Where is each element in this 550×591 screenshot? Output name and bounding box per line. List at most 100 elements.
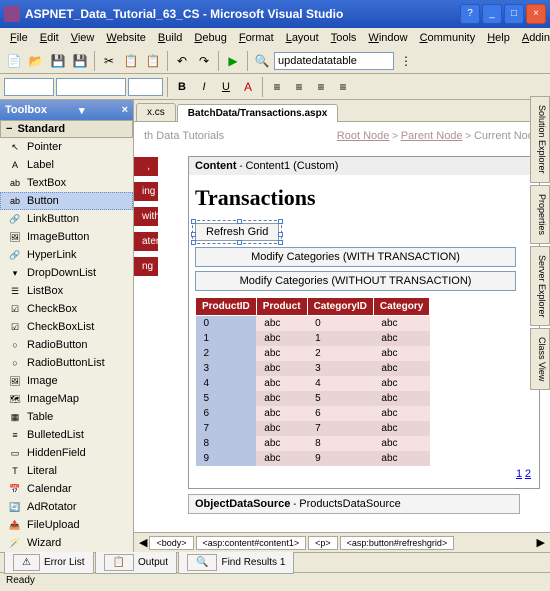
nav-block[interactable]: ng [134,257,158,276]
side-tab-server-explorer[interactable]: Server Explorer [530,246,550,327]
align-left-icon[interactable]: ≡ [267,77,287,97]
toolbox-item-hyperlink[interactable]: 🔗HyperLink [0,246,133,264]
toolbox-item-hiddenfield[interactable]: ▭HiddenField [0,444,133,462]
grid-header[interactable]: Category [373,298,429,316]
menu-file[interactable]: File [4,30,34,46]
toolbox-item-pointer[interactable]: ↖Pointer [0,138,133,156]
minimize-button[interactable]: _ [482,4,502,24]
page-2-link[interactable]: 2 [525,468,531,480]
toolbox-item-imagebutton[interactable]: 🖼ImageButton [0,228,133,246]
toolbox-item-dropdownlist[interactable]: ▾DropDownList [0,264,133,282]
tab-cs[interactable]: x.cs [136,103,176,121]
table-row[interactable]: 5abc5abc [196,391,430,406]
size-dropdown[interactable] [128,78,163,96]
menu-build[interactable]: Build [152,30,188,46]
toolbox-item-adrotator[interactable]: 🔄AdRotator [0,498,133,516]
toolbox-item-wizard[interactable]: 🪄Wizard [0,534,133,552]
list2-icon[interactable]: ≡ [333,77,353,97]
nav-block[interactable]: , [134,157,158,176]
style-dropdown[interactable] [4,78,54,96]
run-icon[interactable]: ▶ [223,51,243,71]
table-row[interactable]: 2abc2abc [196,346,430,361]
grid-header[interactable]: ProductID [196,298,257,316]
side-tab-solution-explorer[interactable]: Solution Explorer [530,96,550,183]
design-canvas[interactable]: th Data Tutorials Root Node > Parent Nod… [134,122,550,532]
menu-layout[interactable]: Layout [280,30,325,46]
copy-icon[interactable]: 📋 [121,51,141,71]
bottom-tab-error-list[interactable]: ⚠Error List [4,551,94,574]
close-button[interactable]: × [526,4,546,24]
undo-icon[interactable]: ↶ [172,51,192,71]
toolbox-item-radiobuttonlist[interactable]: ○RadioButtonList [0,354,133,372]
grid-header[interactable]: Product [256,298,307,316]
breadcrumb-root[interactable]: Root Node [337,130,390,142]
nav-block[interactable]: with [134,207,158,226]
toolbox-category[interactable]: Standard [0,120,133,138]
menu-view[interactable]: View [65,30,101,46]
cut-icon[interactable]: ✂ [99,51,119,71]
table-row[interactable]: 6abc6abc [196,406,430,421]
color-icon[interactable]: A [238,77,258,97]
side-tab-properties[interactable]: Properties [530,185,550,244]
pin-icon[interactable]: ▾ [79,104,85,117]
nav-block[interactable]: ater [134,232,158,251]
toolbox-item-calendar[interactable]: 📅Calendar [0,480,133,498]
find-input[interactable] [274,52,394,70]
more-icon[interactable]: ⋮ [396,51,416,71]
grid-header[interactable]: CategoryID [307,298,373,316]
toolbox-item-button[interactable]: abButton [0,192,133,210]
font-dropdown[interactable] [56,78,126,96]
table-row[interactable]: 1abc1abc [196,331,430,346]
align-center-icon[interactable]: ≡ [289,77,309,97]
menu-addins[interactable]: Addins [516,30,550,46]
objectdatasource[interactable]: ObjectDataSource - ProductsDataSource [188,494,520,514]
products-grid[interactable]: ProductIDProductCategoryIDCategory0abc0a… [195,297,430,466]
tag-nav-item[interactable]: <body> [149,536,193,550]
toolbox-item-fileupload[interactable]: 📤FileUpload [0,516,133,534]
toolbox-item-imagemap[interactable]: 🗺ImageMap [0,390,133,408]
toolbox-item-image[interactable]: 🖼Image [0,372,133,390]
menu-community[interactable]: Community [414,30,482,46]
toolbox-item-table[interactable]: ▦Table [0,408,133,426]
side-tab-class-view[interactable]: Class View [530,328,550,390]
table-row[interactable]: 0abc0abc [196,316,430,332]
toolbox-item-linkbutton[interactable]: 🔗LinkButton [0,210,133,228]
save-icon[interactable]: 💾 [48,51,68,71]
tag-nav-item[interactable]: <p> [308,536,338,550]
menu-format[interactable]: Format [233,30,280,46]
page-1-link[interactable]: 1 [516,468,522,480]
table-row[interactable]: 8abc8abc [196,436,430,451]
table-row[interactable]: 9abc9abc [196,451,430,466]
scroll-right-icon[interactable]: ▶ [537,536,545,549]
underline-icon[interactable]: U [216,77,236,97]
open-icon[interactable]: 📂 [26,51,46,71]
nav-block[interactable]: ing [134,182,158,201]
toolbox-item-textbox[interactable]: abTextBox [0,174,133,192]
table-row[interactable]: 3abc3abc [196,361,430,376]
tag-nav-item[interactable]: <asp:content#content1> [196,536,307,550]
help-button[interactable]: ? [460,4,480,24]
bold-icon[interactable]: B [172,77,192,97]
new-project-icon[interactable]: 📄 [4,51,24,71]
toolbox-item-checkbox[interactable]: ☑CheckBox [0,300,133,318]
save-all-icon[interactable]: 💾 [70,51,90,71]
list-icon[interactable]: ≡ [311,77,331,97]
table-row[interactable]: 4abc4abc [196,376,430,391]
toolbox-close-icon[interactable]: × [122,104,128,116]
toolbox-item-radiobutton[interactable]: ○RadioButton [0,336,133,354]
scroll-left-icon[interactable]: ◀ [139,536,147,549]
menu-edit[interactable]: Edit [34,30,65,46]
paste-icon[interactable]: 📋 [143,51,163,71]
menu-window[interactable]: Window [362,30,413,46]
italic-icon[interactable]: I [194,77,214,97]
menu-help[interactable]: Help [481,30,516,46]
with-transaction-button[interactable]: Modify Categories (WITH TRANSACTION) [195,247,516,267]
toolbox-item-bulletedlist[interactable]: ≡BulletedList [0,426,133,444]
bottom-tab-output[interactable]: 📋Output [95,551,177,574]
redo-icon[interactable]: ↷ [194,51,214,71]
toolbox-item-label[interactable]: ALabel [0,156,133,174]
breadcrumb-parent[interactable]: Parent Node [401,130,463,142]
menu-debug[interactable]: Debug [188,30,232,46]
table-row[interactable]: 7abc7abc [196,421,430,436]
refresh-grid-button[interactable]: Refresh Grid [195,223,279,241]
